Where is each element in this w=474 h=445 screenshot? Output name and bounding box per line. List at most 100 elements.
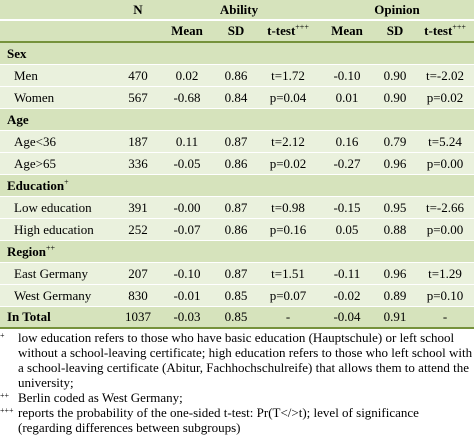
cell-ability-sd: 0.85 — [224, 287, 248, 303]
footnote-mark: +++ — [0, 406, 14, 415]
cell-opinion-sd: 0.79 — [383, 133, 407, 149]
section-label: Age — [0, 109, 474, 131]
total-ability-sd: 0.85 — [224, 309, 248, 324]
total-opinion-ttest: - — [442, 309, 448, 324]
cell-ability-ttest: t=2.12 — [271, 133, 305, 149]
cell-ability-sd: 0.86 — [224, 155, 248, 171]
table-row: Women 567 -0.68 0.84 p=0.04 0.01 0.90 p=0.02 — [0, 86, 474, 109]
row-label: High education — [14, 221, 94, 237]
cell-n: 207 — [128, 265, 148, 281]
cell-opinion-mean: 0.01 — [335, 89, 359, 105]
cell-ability-mean: -0.01 — [173, 287, 201, 303]
section-label: Sex — [0, 42, 474, 65]
row-label: Women — [14, 89, 55, 105]
cell-ability-sd: 0.86 — [224, 221, 248, 237]
cell-ability-mean: 0.11 — [175, 133, 199, 149]
table-row: Low education 391 -0.00 0.87 t=0.98 -0.15 0.95… — [0, 196, 474, 219]
total-n: 1037 — [125, 309, 151, 324]
row-label: Low education — [14, 199, 92, 215]
header-blank-2 — [0, 20, 118, 42]
cell-opinion-ttest: t=-2.02 — [425, 67, 465, 83]
row-label: Age<36 — [14, 133, 56, 149]
cell-ability-mean: -0.05 — [173, 155, 201, 171]
header-opinion: Opinion — [374, 1, 420, 17]
cell-ability-ttest: p=0.07 — [269, 287, 307, 303]
header-ability-ttest-label: t-test — [267, 23, 296, 38]
footnote: + low education refers to those who have … — [0, 330, 474, 390]
cell-n: 470 — [128, 67, 148, 83]
row-label: Age>65 — [14, 155, 56, 171]
section-footnote-mark: ++ — [46, 243, 56, 253]
cell-n: 252 — [128, 221, 148, 237]
cell-opinion-mean: -0.02 — [333, 287, 361, 303]
section-footnote-mark: + — [64, 177, 69, 187]
cell-n: 567 — [128, 89, 148, 105]
header-opinion-ttest-sup: +++ — [452, 22, 466, 32]
cell-opinion-mean: -0.27 — [333, 155, 361, 171]
cell-ability-sd: 0.87 — [224, 199, 248, 215]
section-title: Region — [7, 243, 46, 259]
header-ability-ttest: t-test+++ — [256, 20, 320, 42]
cell-n: 830 — [128, 287, 148, 303]
header-ability-mean: Mean — [171, 23, 203, 38]
cell-ability-ttest: t=1.72 — [271, 67, 305, 83]
footnote-mark: + — [0, 331, 5, 340]
cell-opinion-sd: 0.90 — [383, 67, 407, 83]
table-row: Men 470 0.02 0.86 t=1.72 -0.10 0.90 t=-2.02 — [0, 64, 474, 87]
footnote: +++ reports the probability of the one-si… — [0, 405, 474, 435]
section-row: Region++ — [0, 240, 474, 263]
section-title: Age — [7, 111, 29, 127]
table-row: East Germany 207 -0.10 0.87 t=1.51 -0.11 0.96 t… — [0, 262, 474, 285]
total-row: In Total 1037 -0.03 0.85 - -0.04 0.91 - — [0, 306, 474, 328]
cell-opinion-mean: -0.11 — [333, 265, 361, 281]
section-label: Education+ — [0, 175, 474, 197]
statistics-table: N Ability Opinion Mean SD t-test+++ Mean… — [0, 0, 474, 328]
cell-n: 187 — [128, 133, 148, 149]
section-label: Region++ — [0, 241, 474, 263]
header-ability-ttest-sup: +++ — [295, 22, 309, 32]
header-opinion-ttest-label: t-test — [424, 23, 453, 38]
cell-opinion-mean: 0.05 — [335, 221, 359, 237]
cell-opinion-ttest: t=1.29 — [428, 265, 462, 281]
row-label: East Germany — [14, 265, 89, 281]
table-header: N Ability Opinion Mean SD t-test+++ Mean… — [0, 0, 474, 42]
total-label: In Total — [7, 309, 51, 324]
section-row: Age — [0, 108, 474, 131]
header-ability: Ability — [219, 1, 259, 17]
cell-opinion-sd: 0.96 — [383, 155, 407, 171]
cell-opinion-sd: 0.95 — [383, 199, 407, 215]
section-row: Sex — [0, 42, 474, 65]
section-title: Education — [7, 177, 65, 193]
cell-opinion-sd: 0.89 — [383, 287, 407, 303]
section-row: Education+ — [0, 174, 474, 197]
header-opinion-sd: SD — [386, 23, 404, 38]
cell-opinion-ttest: p=0.10 — [426, 287, 464, 303]
cell-ability-mean: -0.00 — [173, 199, 201, 215]
cell-opinion-sd: 0.96 — [383, 265, 407, 281]
total-ability-ttest: - — [285, 309, 291, 324]
cell-ability-ttest: t=0.98 — [271, 199, 305, 215]
table-notes: + low education refers to those who have … — [0, 330, 474, 435]
cell-opinion-mean: -0.10 — [333, 67, 361, 83]
cell-ability-mean: 0.02 — [175, 67, 199, 83]
total-opinion-sd: 0.91 — [383, 309, 407, 324]
row-label: West Germany — [14, 287, 92, 303]
cell-opinion-mean: -0.15 — [333, 199, 361, 215]
cell-ability-sd: 0.87 — [224, 133, 248, 149]
cell-opinion-sd: 0.90 — [383, 89, 407, 105]
cell-ability-sd: 0.84 — [224, 89, 248, 105]
section-title: Sex — [7, 45, 27, 61]
footnote-mark: ++ — [0, 391, 10, 400]
cell-ability-mean: -0.07 — [173, 221, 201, 237]
table-row: Age<36 187 0.11 0.87 t=2.12 0.16 0.79 t=5.24 — [0, 130, 474, 153]
total-ability-mean: -0.03 — [173, 309, 201, 324]
footnote-text: reports the probability of the one-sided… — [18, 405, 419, 435]
table-row: High education 252 -0.07 0.86 p=0.16 0.05 0.88… — [0, 218, 474, 241]
table-row: Age>65 336 -0.05 0.86 p=0.02 -0.27 0.96 p=0.00 — [0, 152, 474, 175]
header-blank-3 — [118, 20, 158, 42]
cell-n: 391 — [128, 199, 148, 215]
cell-n: 336 — [128, 155, 148, 171]
header-opinion-ttest: t-test+++ — [416, 20, 474, 42]
cell-opinion-ttest: t=-2.66 — [425, 199, 465, 215]
